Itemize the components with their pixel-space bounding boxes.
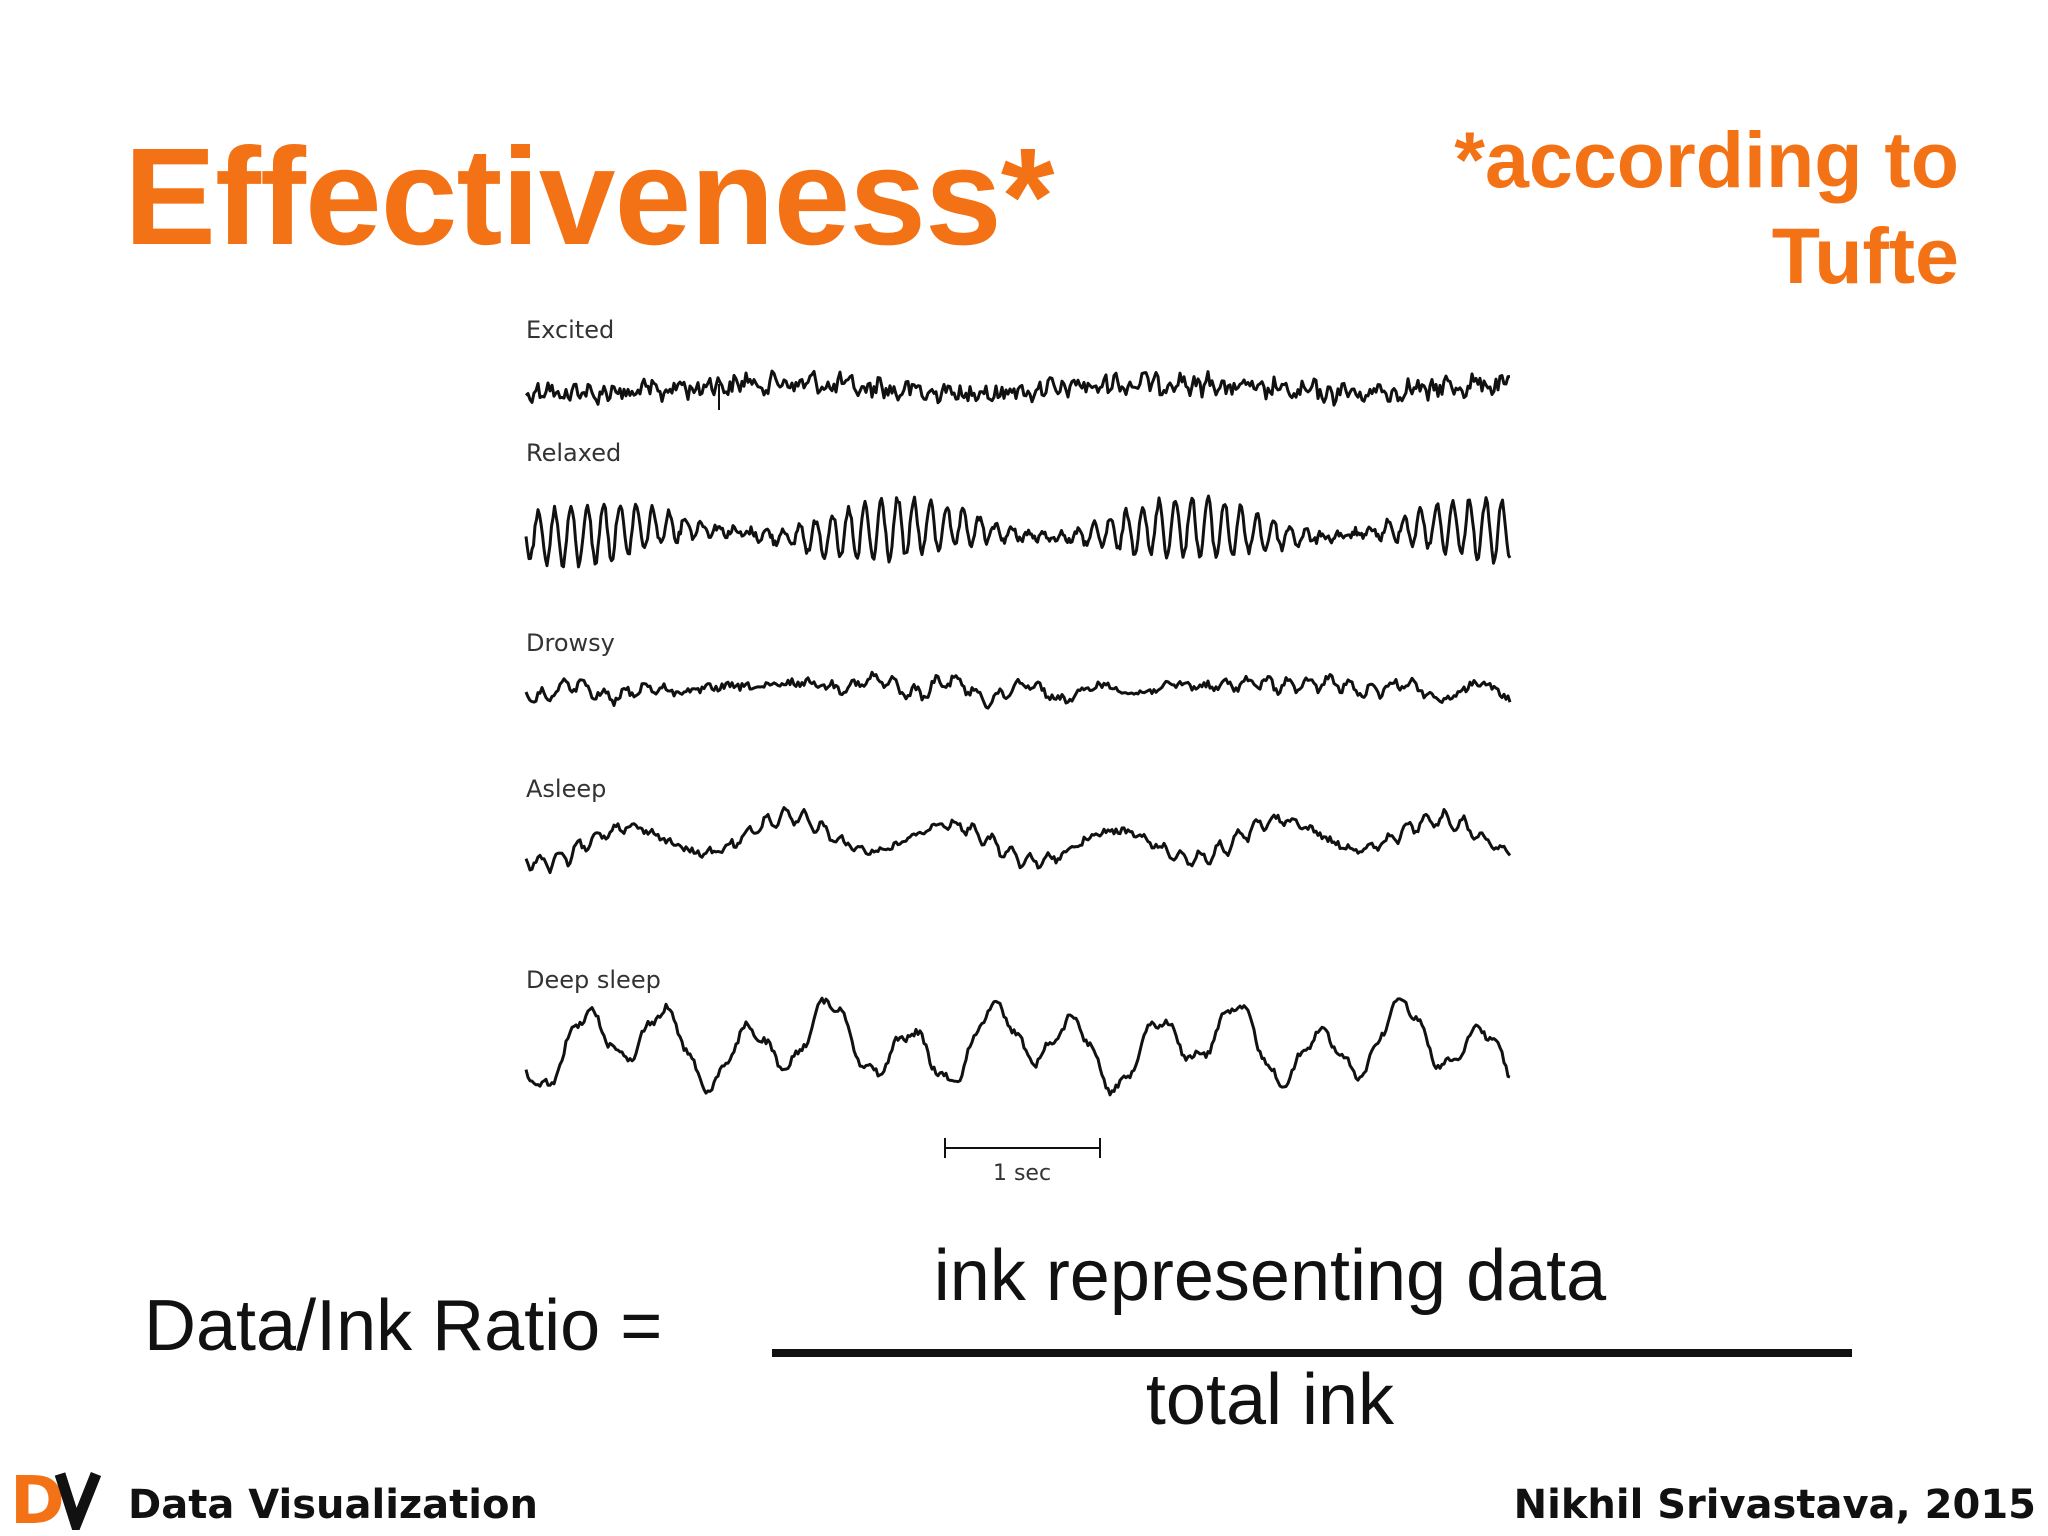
footnote-according-to-tufte: *according to Tufte xyxy=(1454,115,1959,300)
scale-bar xyxy=(944,1138,1101,1158)
dv-logo: D xyxy=(10,1468,102,1530)
trace-label-relaxed: Relaxed xyxy=(526,439,621,467)
trace-label-excited: Excited xyxy=(526,316,614,344)
eeg-trace-deep-sleep xyxy=(524,996,1511,1097)
trace-label-drowsy: Drowsy xyxy=(526,629,615,657)
footer-author: Nikhil Srivastava, 2015 xyxy=(1513,1482,2036,1528)
scale-bar-label: 1 sec xyxy=(993,1161,1051,1186)
formula-numerator: ink representing data xyxy=(933,1236,1607,1316)
footer-course-title: Data Visualization xyxy=(128,1482,538,1528)
eeg-traces-svg: Excited Relaxed Drowsy Asleep Deep sleep… xyxy=(524,316,1512,1186)
eeg-trace-drowsy xyxy=(524,670,1512,710)
fraction-bar xyxy=(772,1349,1852,1357)
eeg-trace-excited xyxy=(524,369,1510,407)
dv-logo-v xyxy=(54,1471,102,1530)
formula-denominator: total ink xyxy=(1145,1360,1395,1440)
slide-title: Effectiveness* xyxy=(124,120,1054,274)
trace-label-deep-sleep: Deep sleep xyxy=(526,966,661,994)
trace-label-asleep: Asleep xyxy=(526,775,606,803)
formula-lhs: Data/Ink Ratio = xyxy=(144,1286,663,1366)
eeg-figure: Excited Relaxed Drowsy Asleep Deep sleep… xyxy=(500,300,1550,1200)
eeg-trace-relaxed xyxy=(524,494,1512,569)
eeg-trace-asleep xyxy=(524,806,1512,875)
